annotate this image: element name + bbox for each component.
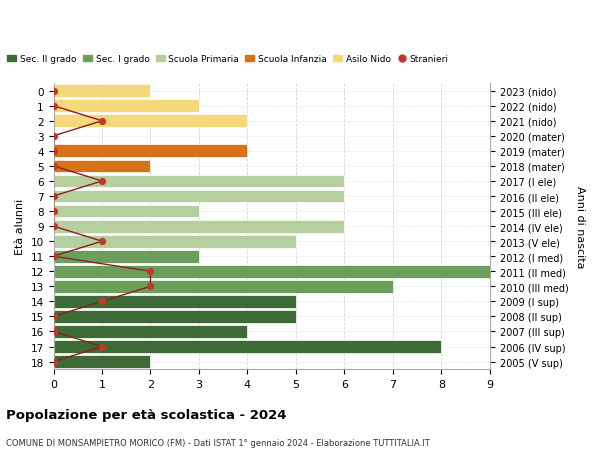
Bar (53, 341, 442, 353)
Point (49, 328, 58, 336)
Bar (53, 190, 344, 203)
Point (146, 268, 155, 275)
Point (49, 88, 58, 95)
Bar (53, 220, 344, 233)
Point (49, 163, 58, 170)
Point (97, 298, 107, 305)
Point (97, 178, 107, 185)
Point (97, 343, 107, 350)
Bar (53, 295, 296, 308)
Bar (53, 325, 247, 338)
Point (97, 118, 107, 125)
Point (49, 208, 58, 215)
Bar (53, 100, 199, 113)
Bar (53, 280, 393, 293)
Bar (53, 160, 151, 173)
Text: Popolazione per età scolastica - 2024: Popolazione per età scolastica - 2024 (6, 408, 287, 421)
Legend: Sec. II grado, Sec. I grado, Scuola Primaria, Scuola Infanzia, Asilo Nido, Stran: Sec. II grado, Sec. I grado, Scuola Prim… (4, 51, 452, 67)
Point (49, 358, 58, 365)
Bar (53, 310, 296, 323)
Bar (53, 205, 199, 218)
Bar (53, 235, 296, 248)
Point (49, 253, 58, 260)
Point (49, 223, 58, 230)
Point (49, 313, 58, 320)
Point (49, 103, 58, 110)
Text: COMUNE DI MONSAMPIETRO MORICO (FM) - Dati ISTAT 1° gennaio 2024 - Elaborazione T: COMUNE DI MONSAMPIETRO MORICO (FM) - Dat… (6, 438, 430, 447)
Y-axis label: Età alunni: Età alunni (15, 199, 25, 255)
Point (49, 133, 58, 140)
Bar (53, 355, 151, 368)
Bar (53, 265, 490, 278)
Bar (53, 115, 247, 128)
Y-axis label: Anni di nascita: Anni di nascita (575, 185, 585, 268)
Bar (53, 250, 199, 263)
Point (97, 238, 107, 245)
Point (49, 148, 58, 155)
Point (146, 283, 155, 291)
Bar (53, 145, 247, 158)
Bar (53, 85, 151, 98)
Point (49, 193, 58, 200)
Bar (53, 175, 344, 188)
